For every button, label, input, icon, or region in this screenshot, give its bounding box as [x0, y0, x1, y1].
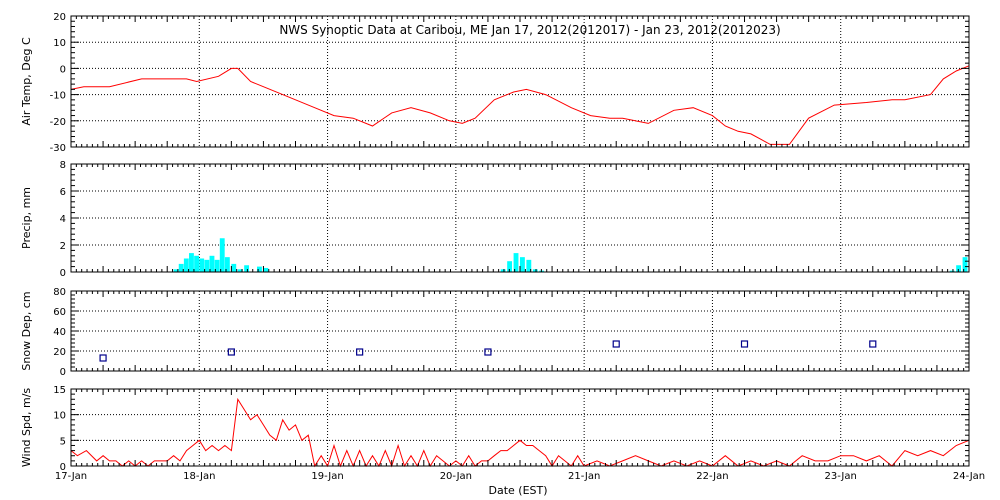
panel-precip: 8 6 4 2 0 Precip, mm	[20, 160, 970, 279]
y-tick-label: -30	[50, 143, 66, 154]
precip-bar	[204, 259, 210, 272]
precip-bar	[520, 257, 525, 272]
precip-bar	[231, 263, 237, 272]
y-tick-label: 10	[53, 411, 66, 422]
x-tick-label: 24-Jan	[953, 471, 985, 482]
y-axis-label-snow-depth: Snow Dep, cm	[20, 291, 33, 370]
y-axis-label-precip: Precip, mm	[20, 187, 33, 249]
y-tick-label: 0	[60, 64, 66, 75]
panel-snow-depth: 80 60 40 20 0 Snow Dep, cm	[20, 287, 970, 378]
precip-bar	[224, 257, 230, 272]
precip-bar	[507, 261, 513, 272]
precip-bar	[178, 263, 184, 272]
y-tick-label: -10	[50, 91, 66, 102]
x-tick-label: 21-Jan	[568, 471, 600, 482]
panel-frame	[70, 290, 970, 372]
panel-frame	[70, 388, 970, 467]
precip-bar	[183, 258, 189, 272]
y-tick-label: 10	[53, 38, 66, 49]
snow-depth-point	[612, 340, 620, 348]
x-tick-label: 18-Jan	[183, 471, 215, 482]
y-tick-label: 4	[60, 214, 66, 225]
y-tick-label: 60	[53, 307, 66, 318]
precip-bar	[209, 255, 215, 272]
y-tick-label: 20	[53, 347, 66, 358]
panel-frame	[70, 163, 970, 273]
x-tick-label: 23-Jan	[825, 471, 857, 482]
y-tick-label: 40	[53, 327, 66, 338]
y-tick-label: 15	[53, 385, 66, 396]
x-tick-label: 17-Jan	[55, 471, 87, 482]
precip-bar	[237, 269, 243, 272]
y-tick-label: 6	[60, 187, 66, 198]
chart-title: NWS Synoptic Data at Caribou, ME Jan 17,…	[279, 23, 780, 37]
precip-bar	[513, 253, 519, 272]
series-line-air-temp	[70, 65, 970, 145]
series-line-wind-speed	[70, 397, 970, 468]
y-tick-label: 5	[60, 436, 66, 447]
precip-bar	[219, 238, 225, 272]
precip-bar	[956, 265, 962, 272]
snow-depth-point	[99, 354, 107, 362]
precip-bar	[173, 269, 179, 272]
precip-bar	[199, 258, 205, 272]
precip-bar	[189, 253, 194, 272]
y-tick-label: 0	[60, 462, 66, 473]
panel-air-temp: 20 10 0 -10 -20 -30 Air Temp, Deg C	[20, 12, 970, 154]
precip-bar	[244, 265, 250, 272]
precip-bar	[263, 267, 269, 272]
x-tick-label: 20-Jan	[440, 471, 472, 482]
y-axis-label-air-temp: Air Temp, Deg C	[20, 37, 33, 126]
snow-depth-point	[484, 348, 492, 356]
precip-bar	[500, 269, 506, 272]
panel-wind-speed: 15 10 5 0 Wind Spd, m/s	[20, 385, 970, 473]
x-axis-label: Date (EST)	[488, 484, 547, 497]
snow-depth-point	[356, 348, 364, 356]
precip-bar	[526, 259, 532, 272]
snow-depth-point	[869, 340, 877, 348]
snow-depth-point	[227, 348, 235, 356]
snow-depth-point	[740, 340, 749, 348]
precip-bar	[194, 255, 200, 272]
y-tick-label: 8	[60, 160, 66, 171]
y-tick-label: 0	[60, 268, 66, 279]
y-tick-label: 80	[53, 287, 66, 298]
y-axis-label-wind-speed: Wind Spd, m/s	[20, 388, 33, 468]
x-tick-label: 19-Jan	[311, 471, 343, 482]
precip-bar	[532, 269, 538, 272]
precip-bar	[214, 259, 220, 272]
y-tick-label: -20	[50, 117, 66, 128]
y-tick-label: 20	[53, 12, 66, 23]
precip-bar	[962, 257, 968, 272]
y-tick-label: 0	[60, 367, 66, 378]
y-tick-label: 2	[60, 241, 66, 252]
precip-bar	[257, 266, 262, 272]
precip-bar	[949, 270, 955, 272]
x-tick-label: 22-Jan	[696, 471, 728, 482]
